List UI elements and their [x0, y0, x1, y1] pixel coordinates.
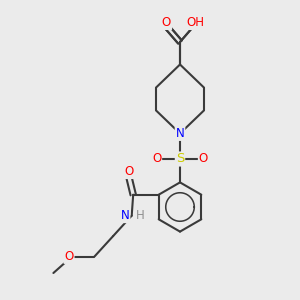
Text: N: N	[176, 127, 184, 140]
Text: O: O	[64, 250, 74, 263]
Text: O: O	[162, 16, 171, 29]
Text: H: H	[136, 209, 145, 222]
Text: OH: OH	[187, 16, 205, 29]
Text: OH: OH	[187, 16, 205, 29]
Text: O: O	[162, 16, 171, 29]
Text: O: O	[199, 152, 208, 166]
Text: S: S	[176, 152, 184, 166]
Text: O: O	[152, 152, 161, 166]
Text: N: N	[121, 209, 130, 222]
Text: O: O	[124, 165, 133, 178]
